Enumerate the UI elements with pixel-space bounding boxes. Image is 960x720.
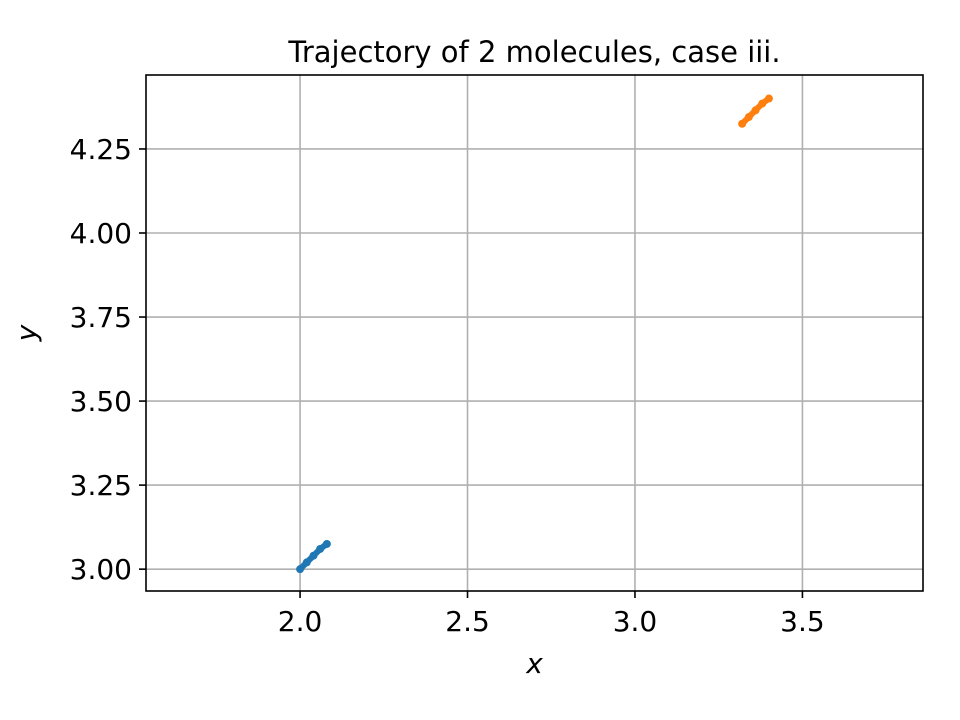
grid bbox=[146, 75, 923, 591]
chart-title: Trajectory of 2 molecules, case iii. bbox=[287, 35, 780, 69]
plot-frame bbox=[145, 74, 924, 592]
x-tick-label: 3.0 bbox=[613, 605, 658, 638]
series-1-point bbox=[302, 558, 311, 567]
x-axis-label: x bbox=[525, 647, 543, 680]
y-tick-label: 3.50 bbox=[70, 385, 132, 418]
series-1-point bbox=[296, 565, 305, 574]
ticks: 2.0 2.5 3.0 3.5 3.00 3.25 3.50 3.75 4.00 4.25 bbox=[70, 133, 825, 638]
series-2-point bbox=[758, 99, 767, 108]
x-tick-label: 3.5 bbox=[780, 605, 825, 638]
y-tick-label: 3.25 bbox=[70, 469, 132, 502]
y-tick-label: 4.25 bbox=[70, 133, 132, 166]
y-tick-label: 4.00 bbox=[70, 217, 132, 250]
series-layer bbox=[296, 94, 773, 574]
series-2-point bbox=[744, 113, 753, 122]
y-tick-label: 3.00 bbox=[70, 553, 132, 586]
y-tick-label: 3.75 bbox=[70, 301, 132, 334]
y-axis-label: y bbox=[10, 324, 43, 342]
series-2-point bbox=[738, 119, 747, 128]
x-tick-label: 2.0 bbox=[278, 605, 323, 638]
series-1-point bbox=[309, 551, 318, 560]
series-2-point bbox=[764, 94, 773, 103]
series-2-point bbox=[751, 106, 760, 115]
series-1-point bbox=[322, 539, 331, 548]
x-tick-label: 2.5 bbox=[445, 605, 490, 638]
series-1-point bbox=[316, 544, 325, 553]
